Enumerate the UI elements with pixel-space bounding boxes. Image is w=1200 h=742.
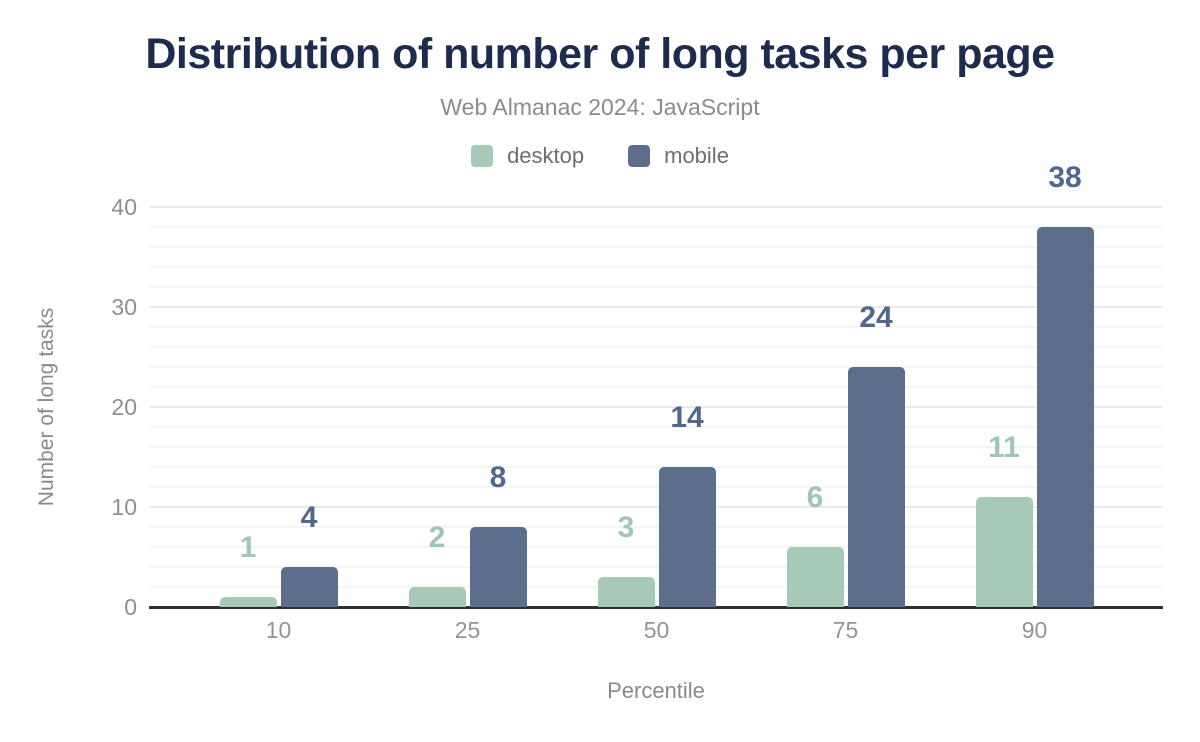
- x-tick-label-75: 75: [832, 617, 859, 643]
- gridline-30: [149, 306, 1163, 308]
- gridline-26: [149, 346, 1163, 348]
- gridline-24: [149, 366, 1163, 368]
- value-label-desktop-p10: 1: [239, 531, 257, 564]
- gridline-12: [149, 486, 1163, 488]
- y-tick-label-40: 40: [111, 194, 137, 220]
- value-label-desktop-p50: 3: [617, 511, 635, 544]
- bar-desktop-p10: [219, 597, 277, 607]
- value-label-mobile-p75: 24: [859, 301, 893, 334]
- bar-mobile-p90: [1036, 227, 1094, 607]
- plot-area: 0 10 20 30 40 10 1 4 25 2 8 50 3 14 75 6 24 90 11 38: [111, 163, 1163, 643]
- gridline-38: [149, 226, 1163, 228]
- gridline-18: [149, 426, 1163, 428]
- legend-item-mobile: mobile: [628, 143, 729, 169]
- value-label-mobile-p25: 8: [489, 461, 507, 494]
- y-tick-label-10: 10: [111, 494, 137, 520]
- bar-mobile-p10: [280, 567, 338, 607]
- y-axis-title: Number of long tasks: [35, 307, 58, 507]
- x-tick-label-50: 50: [643, 617, 670, 643]
- legend-label-desktop: desktop: [507, 143, 585, 168]
- bar-mobile-p25: [469, 527, 527, 607]
- legend-item-desktop: desktop: [471, 143, 584, 169]
- gridline-2: [149, 586, 1163, 588]
- bar-desktop-p50: [597, 577, 655, 607]
- x-axis-line: [149, 606, 1163, 609]
- x-axis-title: Percentile: [607, 678, 705, 703]
- gridline-10: [149, 506, 1163, 508]
- mobile-swatch-icon: [628, 145, 651, 167]
- value-label-mobile-p90: 38: [1048, 161, 1082, 194]
- gridline-20: [149, 406, 1163, 408]
- y-tick-label-0: 0: [124, 594, 137, 620]
- value-label-desktop-p75: 6: [806, 481, 824, 514]
- bar-mobile-p50: [658, 467, 716, 607]
- legend-label-mobile: mobile: [664, 143, 729, 168]
- y-tick-label-30: 30: [111, 294, 137, 320]
- gridline-16: [149, 446, 1163, 448]
- x-tick-label-25: 25: [454, 617, 481, 643]
- bar-desktop-p25: [408, 587, 466, 607]
- chart-subtitle: Web Almanac 2024: JavaScript: [440, 94, 760, 120]
- y-tick-label-20: 20: [111, 394, 137, 420]
- gridline-14: [149, 466, 1163, 468]
- gridline-36: [149, 246, 1163, 248]
- desktop-swatch-icon: [471, 145, 494, 167]
- bar-desktop-p90: [975, 497, 1033, 607]
- legend: desktop mobile: [0, 143, 1200, 169]
- bar-mobile-p75: [847, 367, 905, 607]
- value-label-mobile-p50: 14: [670, 401, 704, 434]
- gridline-6: [149, 546, 1163, 548]
- gridline-8: [149, 526, 1163, 528]
- value-label-desktop-p25: 2: [428, 521, 446, 554]
- chart-title: Distribution of number of long tasks per…: [145, 30, 1055, 78]
- gridline-4: [149, 566, 1163, 568]
- x-tick-label-10: 10: [265, 617, 292, 643]
- gridline-40: [149, 206, 1163, 208]
- value-label-desktop-p90: 11: [988, 431, 1020, 464]
- gridline-22: [149, 386, 1163, 388]
- bar-desktop-p75: [786, 547, 844, 607]
- gridline-32: [149, 286, 1163, 288]
- gridline-28: [149, 326, 1163, 328]
- x-tick-label-90: 90: [1021, 617, 1048, 643]
- gridline-34: [149, 266, 1163, 268]
- value-label-mobile-p10: 4: [300, 501, 318, 534]
